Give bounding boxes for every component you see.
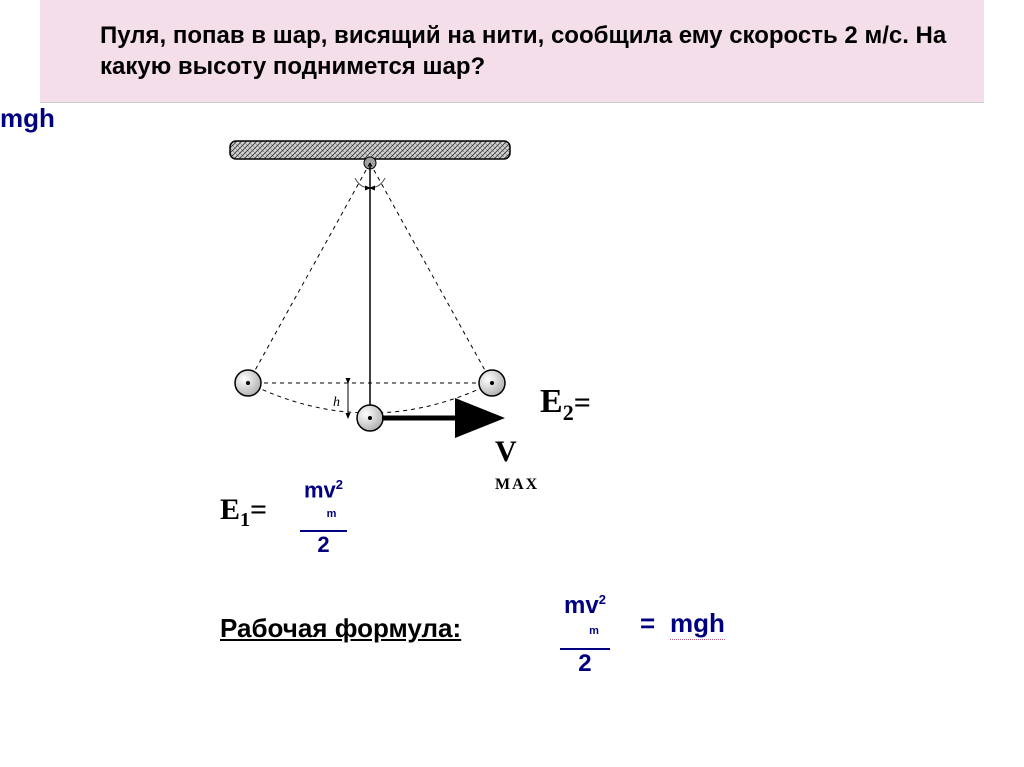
wf-num: mv — [564, 592, 599, 619]
e1-sub-m: m — [327, 508, 337, 520]
e2-label: E2= — [540, 383, 591, 426]
string-left — [248, 163, 370, 383]
problem-statement-box: Пуля, попав в шар, висящий на нити, сооб… — [40, 0, 984, 103]
problem-text: Пуля, попав в шар, висящий на нити, сооб… — [100, 20, 954, 82]
vmax-subscript: MAX — [495, 476, 539, 493]
vmax-label: V MAX — [495, 435, 539, 495]
vmax-symbol: V — [495, 435, 517, 468]
e2-symbol: E — [540, 383, 563, 420]
e1-equals: = — [250, 493, 267, 526]
e1-label: E1= — [220, 493, 267, 532]
wf-sub: m — [589, 625, 599, 637]
working-rhs: mgh — [670, 608, 725, 640]
e1-sup: 2 — [336, 477, 343, 492]
e2-subscript: 2 — [563, 400, 574, 425]
string-right — [370, 163, 492, 383]
working-lhs-fraction: mv2m 2 — [560, 593, 610, 676]
working-formula-text: Рабочая формула: — [220, 613, 461, 643]
working-equals: = — [640, 608, 655, 639]
e2-equals: = — [574, 386, 591, 419]
ceiling — [230, 141, 510, 159]
e2-rhs: mgh — [0, 103, 1024, 134]
working-formula-label: Рабочая формула: — [220, 613, 461, 644]
e1-fraction: mv2m 2 — [300, 478, 347, 556]
wf-den: 2 — [560, 650, 610, 676]
wf-sup: 2 — [599, 592, 606, 607]
bob-left-dot — [246, 381, 250, 385]
e1-den: 2 — [300, 532, 347, 556]
pendulum-diagram: h — [200, 133, 540, 463]
height-label: h — [333, 395, 340, 410]
content-area: h E2= mgh V MAX E1= mv2m 2 Рабочая форму… — [0, 103, 1024, 703]
e1-symbol: E — [220, 493, 240, 526]
bob-center-dot — [368, 416, 372, 420]
bob-right-dot — [490, 381, 494, 385]
e1-subscript: 1 — [240, 509, 250, 531]
e1-num: mv — [304, 478, 336, 503]
